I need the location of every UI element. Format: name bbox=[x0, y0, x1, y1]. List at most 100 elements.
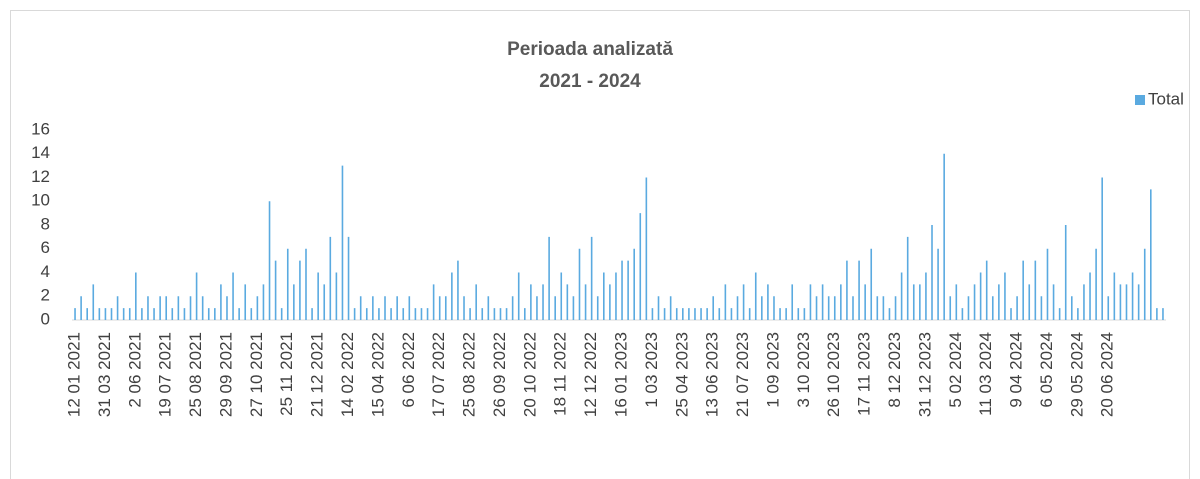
bar bbox=[128, 308, 131, 320]
bar bbox=[408, 296, 411, 320]
bar bbox=[840, 284, 842, 320]
bar bbox=[1089, 272, 1091, 320]
bar bbox=[1046, 248, 1049, 320]
x-tick-label: 31 12 2023 bbox=[915, 332, 934, 417]
bar bbox=[80, 296, 82, 320]
bar bbox=[973, 284, 976, 320]
bar bbox=[451, 272, 453, 320]
bar bbox=[1004, 272, 1006, 320]
x-tick-label: 21 07 2023 bbox=[733, 332, 752, 417]
bar bbox=[286, 248, 289, 320]
bar bbox=[675, 308, 678, 320]
bar bbox=[979, 272, 982, 320]
x-tick-label: 26 10 2023 bbox=[824, 332, 843, 417]
bar bbox=[1119, 284, 1122, 320]
x-tick-label: 14 02 2022 bbox=[338, 332, 357, 417]
bar bbox=[250, 308, 253, 320]
bar bbox=[390, 308, 392, 320]
bar bbox=[998, 284, 1000, 320]
y-tick-label: 6 bbox=[41, 238, 50, 257]
bar bbox=[165, 296, 168, 320]
bar bbox=[159, 296, 161, 320]
x-tick-label: 15 04 2022 bbox=[368, 332, 387, 417]
bar bbox=[195, 272, 198, 320]
bar bbox=[900, 272, 903, 320]
legend-swatch bbox=[1135, 95, 1145, 105]
bar bbox=[943, 153, 945, 320]
bar bbox=[1070, 296, 1073, 320]
bar bbox=[609, 284, 611, 320]
x-tick-label: 25 11 2021 bbox=[277, 332, 296, 416]
bar bbox=[299, 260, 301, 320]
bar bbox=[293, 284, 295, 320]
x-tick-label: 3 10 2023 bbox=[794, 332, 813, 408]
x-tick-label: 12 01 2021 bbox=[65, 332, 84, 417]
bar bbox=[1137, 284, 1140, 320]
bar bbox=[663, 308, 666, 320]
bar bbox=[280, 308, 283, 320]
bar bbox=[633, 248, 635, 320]
bar bbox=[1077, 308, 1079, 320]
bar bbox=[220, 284, 222, 320]
x-tick-label: 18 11 2022 bbox=[551, 332, 570, 416]
bar bbox=[700, 308, 702, 320]
bar bbox=[1022, 260, 1024, 320]
x-tick-label: 6 06 2022 bbox=[399, 332, 418, 408]
x-tick-label: 2 06 2021 bbox=[125, 332, 144, 408]
x-tick-label: 29 05 2024 bbox=[1067, 332, 1086, 417]
x-tick-label: 21 12 2021 bbox=[308, 332, 327, 417]
bar bbox=[469, 308, 471, 320]
bar bbox=[1052, 284, 1055, 320]
bar bbox=[147, 296, 149, 320]
bar bbox=[141, 308, 143, 320]
bar bbox=[554, 296, 556, 320]
bar bbox=[347, 236, 350, 320]
bar bbox=[226, 296, 228, 320]
bar bbox=[189, 296, 192, 320]
bar bbox=[1028, 284, 1031, 320]
x-tick-label: 17 07 2022 bbox=[429, 332, 448, 417]
bar bbox=[207, 308, 210, 320]
bar bbox=[1162, 308, 1164, 320]
bar bbox=[475, 284, 477, 320]
bar bbox=[1010, 308, 1012, 320]
bar bbox=[232, 272, 234, 320]
bar bbox=[931, 225, 933, 320]
bar bbox=[402, 308, 405, 320]
bar bbox=[706, 308, 708, 320]
bar bbox=[724, 284, 727, 320]
bar bbox=[122, 308, 125, 320]
bar bbox=[244, 284, 247, 320]
bar bbox=[779, 308, 781, 320]
bar bbox=[736, 296, 739, 320]
bar bbox=[463, 296, 465, 320]
bar bbox=[797, 308, 800, 320]
bar bbox=[548, 236, 550, 320]
chart-subtitle: 2021 - 2024 bbox=[539, 71, 641, 92]
bar bbox=[110, 308, 113, 320]
bar bbox=[882, 296, 885, 320]
bar bbox=[274, 260, 277, 320]
x-tick-label: 1 09 2023 bbox=[763, 332, 782, 408]
x-tick-label: 12 12 2022 bbox=[581, 332, 600, 417]
bar bbox=[566, 284, 569, 320]
bar bbox=[116, 296, 119, 320]
bar bbox=[311, 308, 313, 320]
bar bbox=[542, 284, 544, 320]
legend-label: Total bbox=[1148, 89, 1184, 108]
bar bbox=[305, 248, 307, 320]
bar bbox=[694, 308, 696, 320]
bar bbox=[657, 296, 660, 320]
bar bbox=[1034, 260, 1037, 320]
bar bbox=[530, 284, 532, 320]
bar bbox=[1131, 272, 1134, 320]
bar bbox=[803, 308, 806, 320]
y-tick-label: 4 bbox=[41, 262, 50, 281]
bar bbox=[1150, 189, 1152, 320]
bar bbox=[74, 308, 76, 320]
x-tick-label: 25 08 2021 bbox=[186, 332, 205, 417]
bar bbox=[773, 296, 775, 320]
bar bbox=[481, 308, 484, 320]
bar bbox=[876, 296, 879, 320]
bar bbox=[1101, 177, 1103, 320]
